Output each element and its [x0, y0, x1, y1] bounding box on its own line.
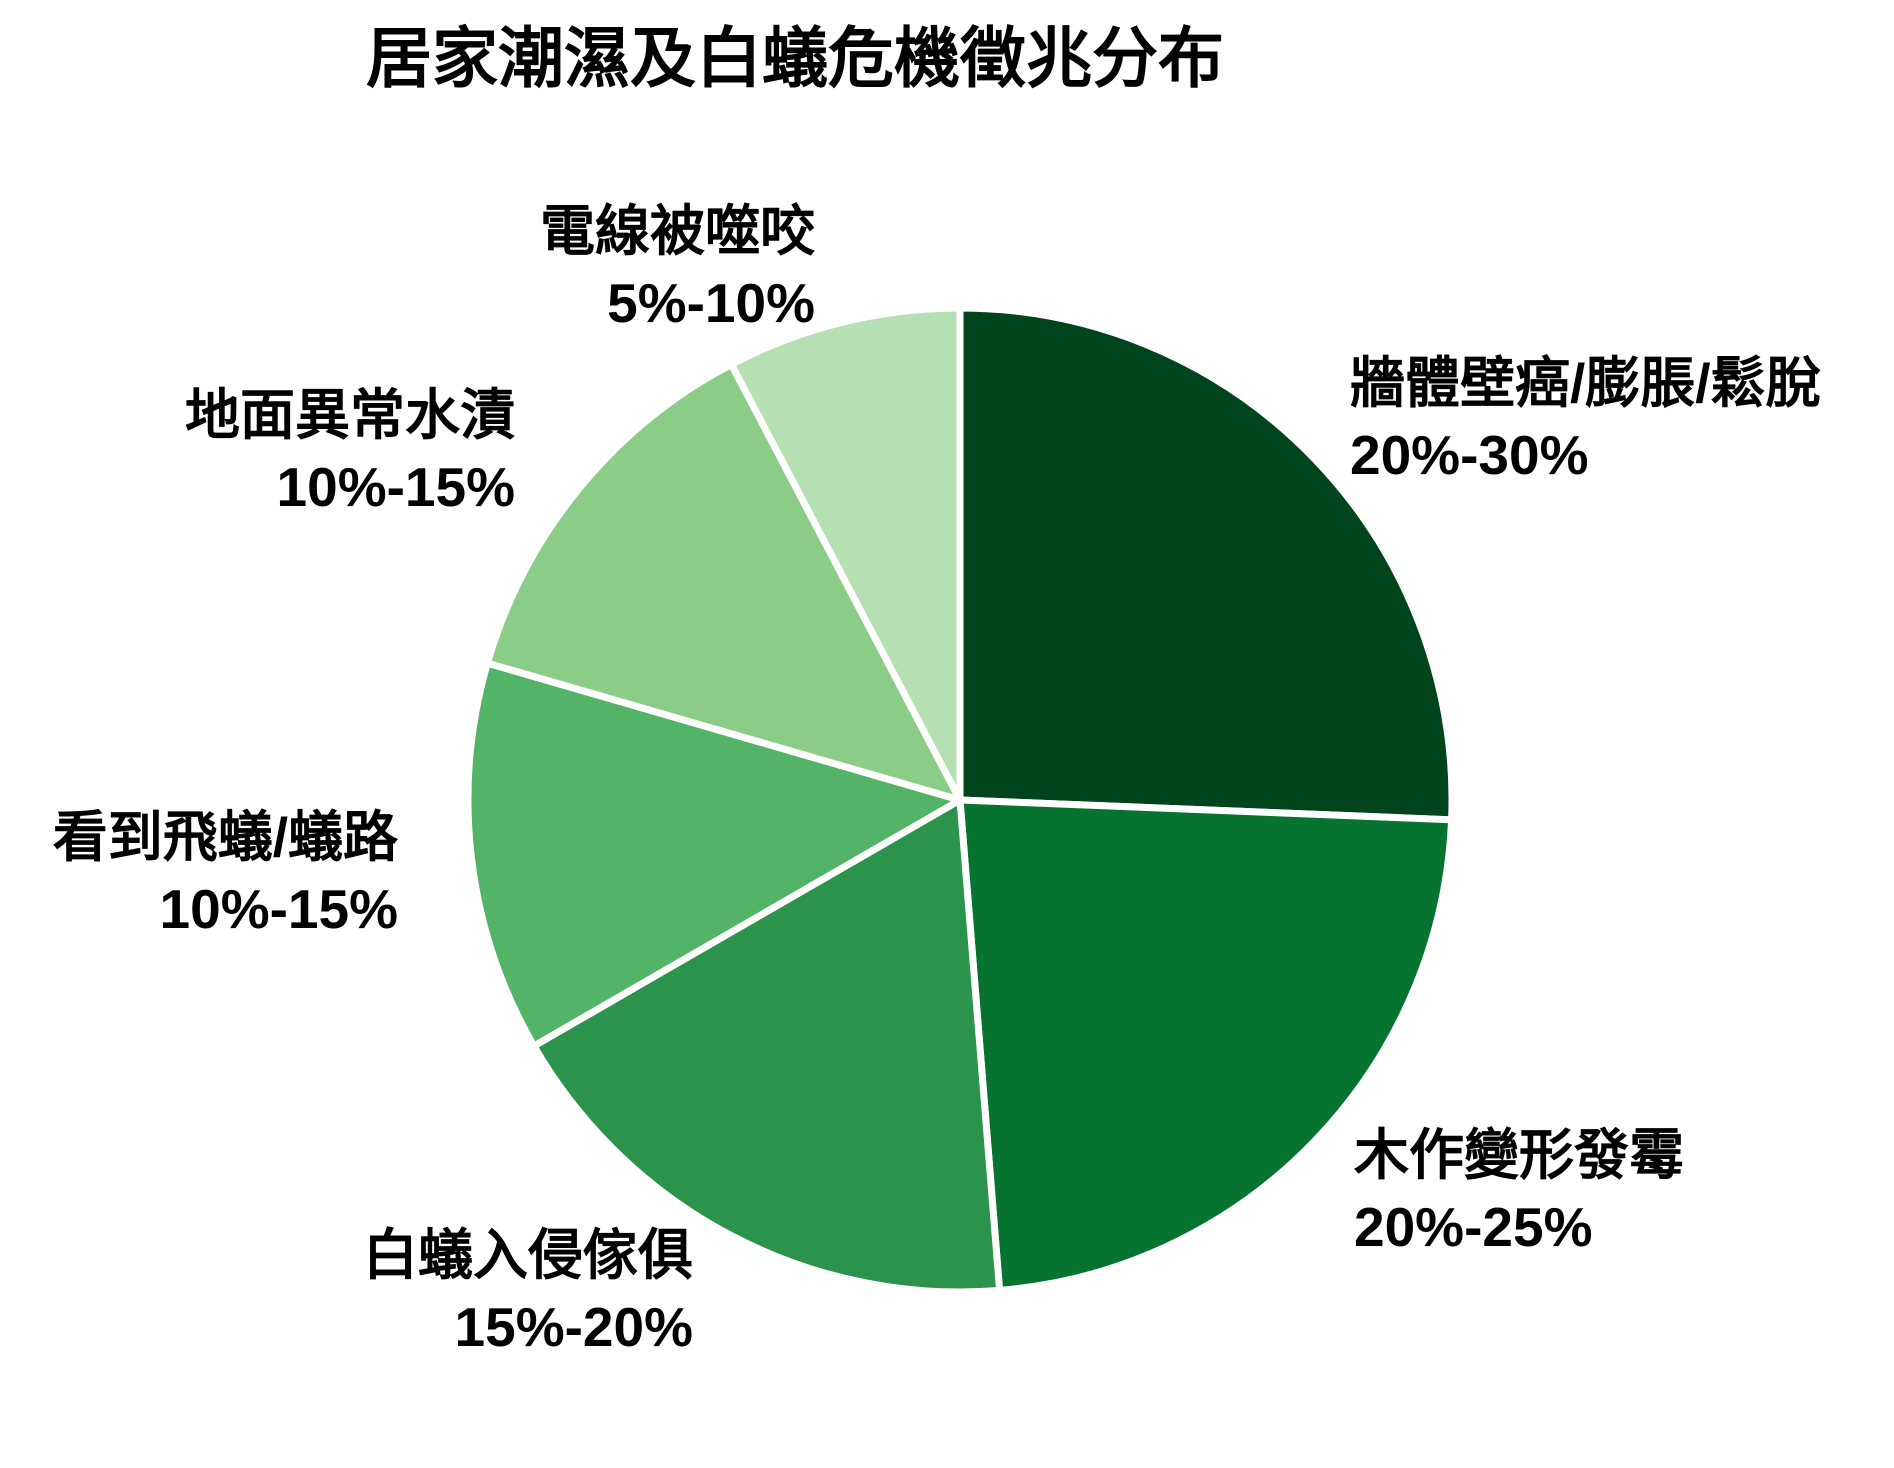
slice-label-text: 白蟻入侵傢俱	[362, 1224, 693, 1286]
slice-label-range: 10%-15%	[159, 877, 398, 940]
slice-label-wood-mold: 木作變形發霉 20%-25%	[1354, 1120, 1684, 1263]
pie-slice-1	[956, 796, 1456, 1294]
slice-label-text: 牆體壁癌/膨脹/鬆脫	[1350, 352, 1821, 414]
slice-label-flying-ants: 看到飛蟻/蟻路 10%-15%	[53, 802, 398, 945]
slice-label-text: 地面異常水漬	[184, 384, 515, 446]
slice-label-termite-furniture: 白蟻入侵傢俱 15%-20%	[363, 1220, 693, 1363]
pie-slice-2	[530, 796, 1004, 1296]
slice-label-floor-water-stain: 地面異常水漬 10%-15%	[185, 380, 515, 523]
slice-label-chewed-wires: 電線被噬咬 5%-10%	[540, 196, 815, 339]
pie-slice-3	[464, 659, 964, 1050]
pie-slice-5	[727, 304, 964, 804]
chart-title: 居家潮濕及白蟻危機徵兆分布	[366, 21, 1224, 95]
slice-label-wall-damage: 牆體壁癌/膨脹/鬆脫 20%-30%	[1350, 348, 1821, 491]
slice-label-text: 看到飛蟻/蟻路	[52, 806, 398, 868]
pie-slice-0	[956, 304, 1456, 824]
slice-label-range: 5%-10%	[607, 271, 815, 334]
slice-label-text: 電線被噬咬	[539, 200, 815, 262]
slice-label-range: 15%-20%	[454, 1295, 693, 1358]
slice-label-range: 20%-25%	[1354, 1195, 1593, 1258]
slice-label-range: 10%-15%	[276, 455, 515, 518]
pie-slice-4	[483, 360, 964, 804]
slice-label-text: 木作變形發霉	[1354, 1124, 1685, 1186]
slice-label-range: 20%-30%	[1350, 423, 1589, 486]
